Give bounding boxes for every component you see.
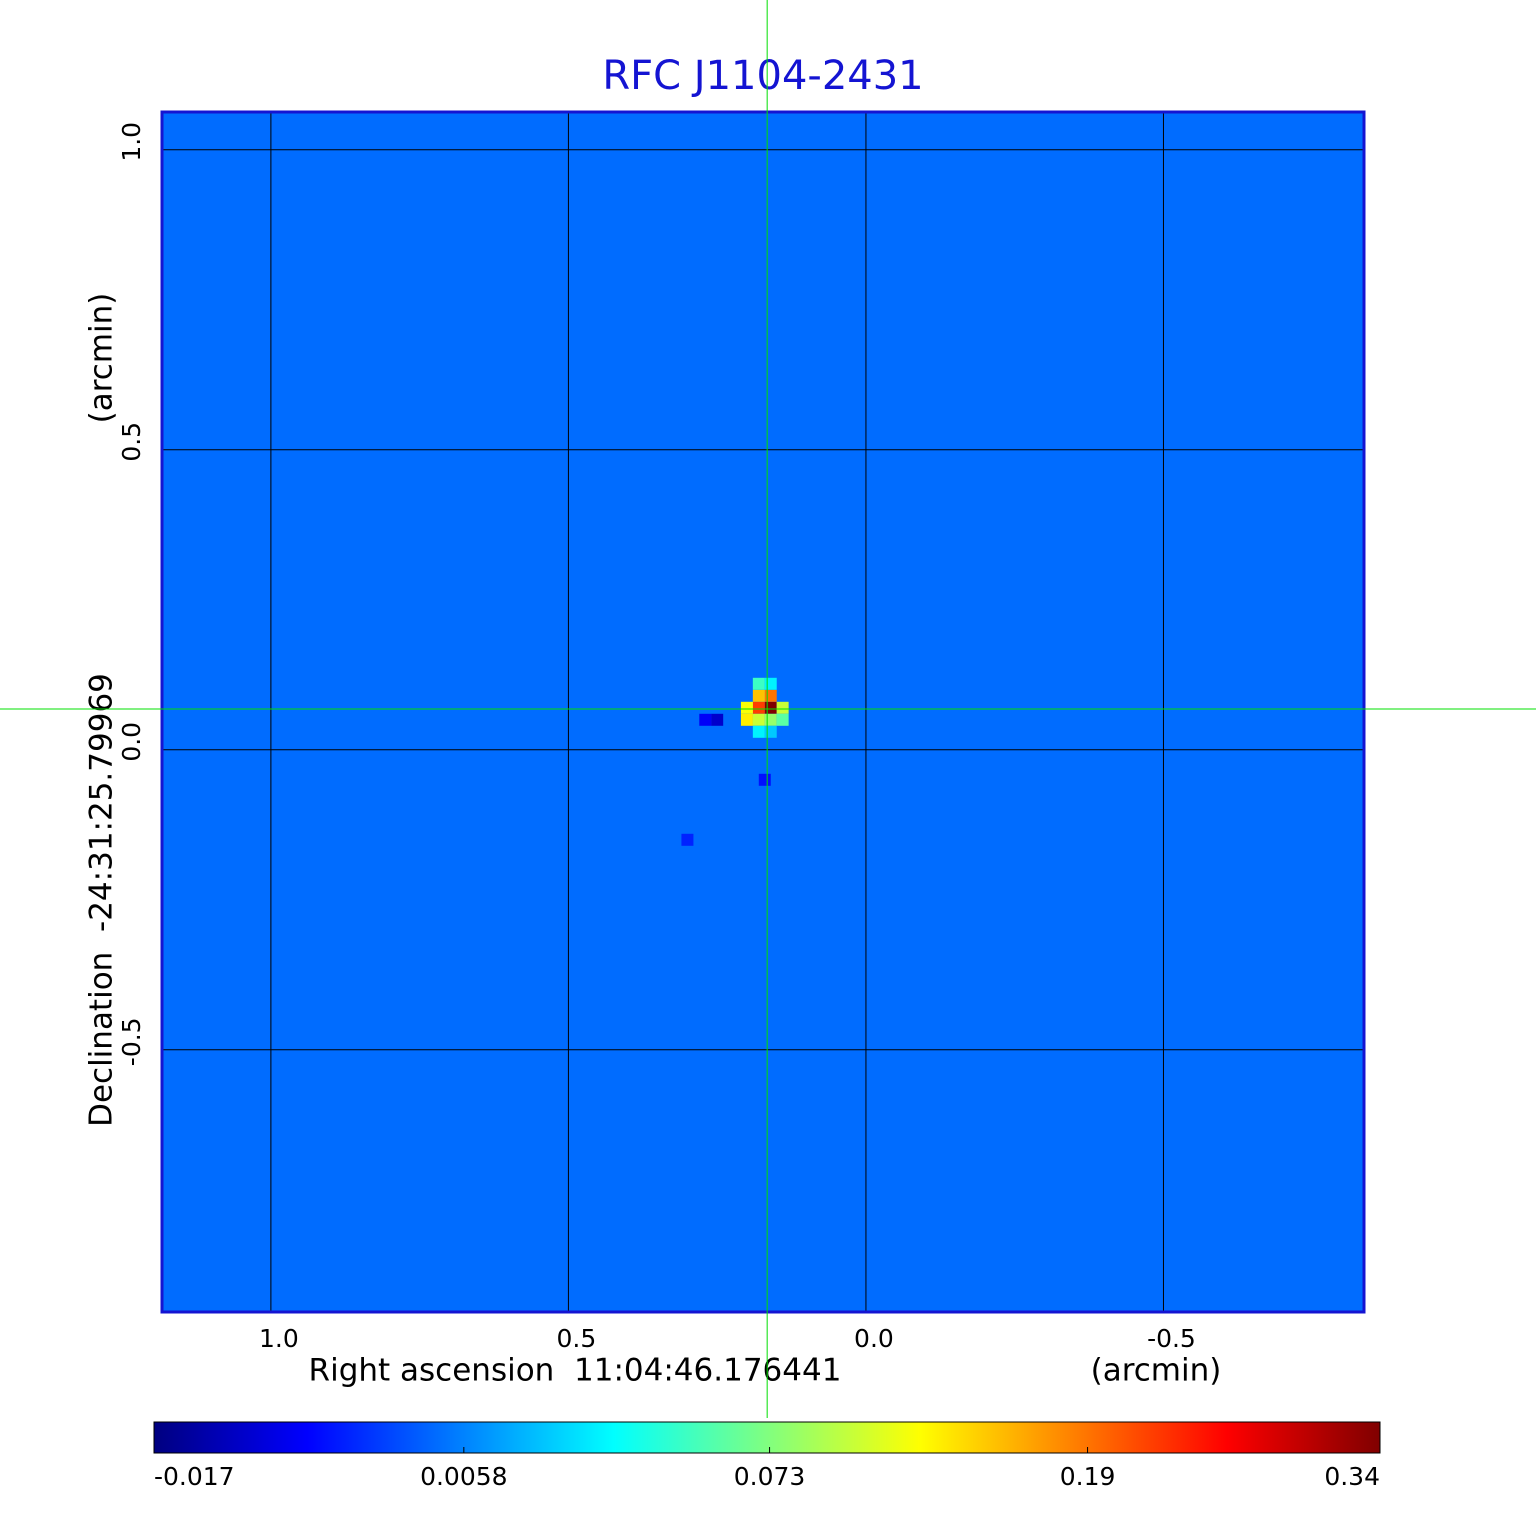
colorbar-tick-label: -0.017 xyxy=(154,1462,235,1491)
image-cell xyxy=(764,701,777,714)
x-tick-label: 0.0 xyxy=(854,1324,894,1353)
image-cell xyxy=(752,725,765,738)
image-cell xyxy=(740,713,753,726)
x-tick-label: 0.5 xyxy=(557,1324,597,1353)
image-cell xyxy=(752,677,765,690)
image-cell xyxy=(776,701,789,714)
image-cell xyxy=(758,773,771,786)
y-tick-label: 0.5 xyxy=(117,422,146,462)
image-cell xyxy=(776,713,789,726)
x-tick-label: 1.0 xyxy=(259,1324,299,1353)
y-tick-label: 1.0 xyxy=(117,122,146,162)
image-cell xyxy=(740,701,753,714)
y-tick-label: 0.0 xyxy=(117,722,146,762)
y-tick-label: -0.5 xyxy=(117,1017,146,1066)
colorbar-tick-label: 0.34 xyxy=(1324,1462,1380,1491)
image-cell xyxy=(752,713,765,726)
colorbar-tick-label: 0.073 xyxy=(734,1462,806,1491)
image xyxy=(160,110,1366,1314)
y-axis-unit: (arcmin) xyxy=(84,293,120,424)
image-cell xyxy=(699,713,712,726)
chart-title: RFC J1104-2431 xyxy=(602,53,923,99)
colorbar xyxy=(153,1421,1381,1454)
image-cell xyxy=(752,689,765,702)
image-cell xyxy=(764,677,777,690)
image-cell xyxy=(752,701,765,714)
y-axis-label: Declination -24:31:25.79969 xyxy=(84,673,120,1127)
colorbar-tick-label: 0.19 xyxy=(1060,1462,1116,1491)
x-axis-unit: (arcmin) xyxy=(1091,1353,1222,1389)
x-axis-label: Right ascension 11:04:46.176441 xyxy=(309,1353,842,1389)
image-cell xyxy=(764,713,777,726)
colorbar-tick-label: 0.0058 xyxy=(420,1462,507,1491)
image-cell xyxy=(764,725,777,738)
image-cell xyxy=(711,713,724,726)
plot-frame xyxy=(160,110,1366,1314)
image-cell xyxy=(681,833,694,846)
image-cell xyxy=(764,689,777,702)
x-tick-label: -0.5 xyxy=(1147,1324,1196,1353)
